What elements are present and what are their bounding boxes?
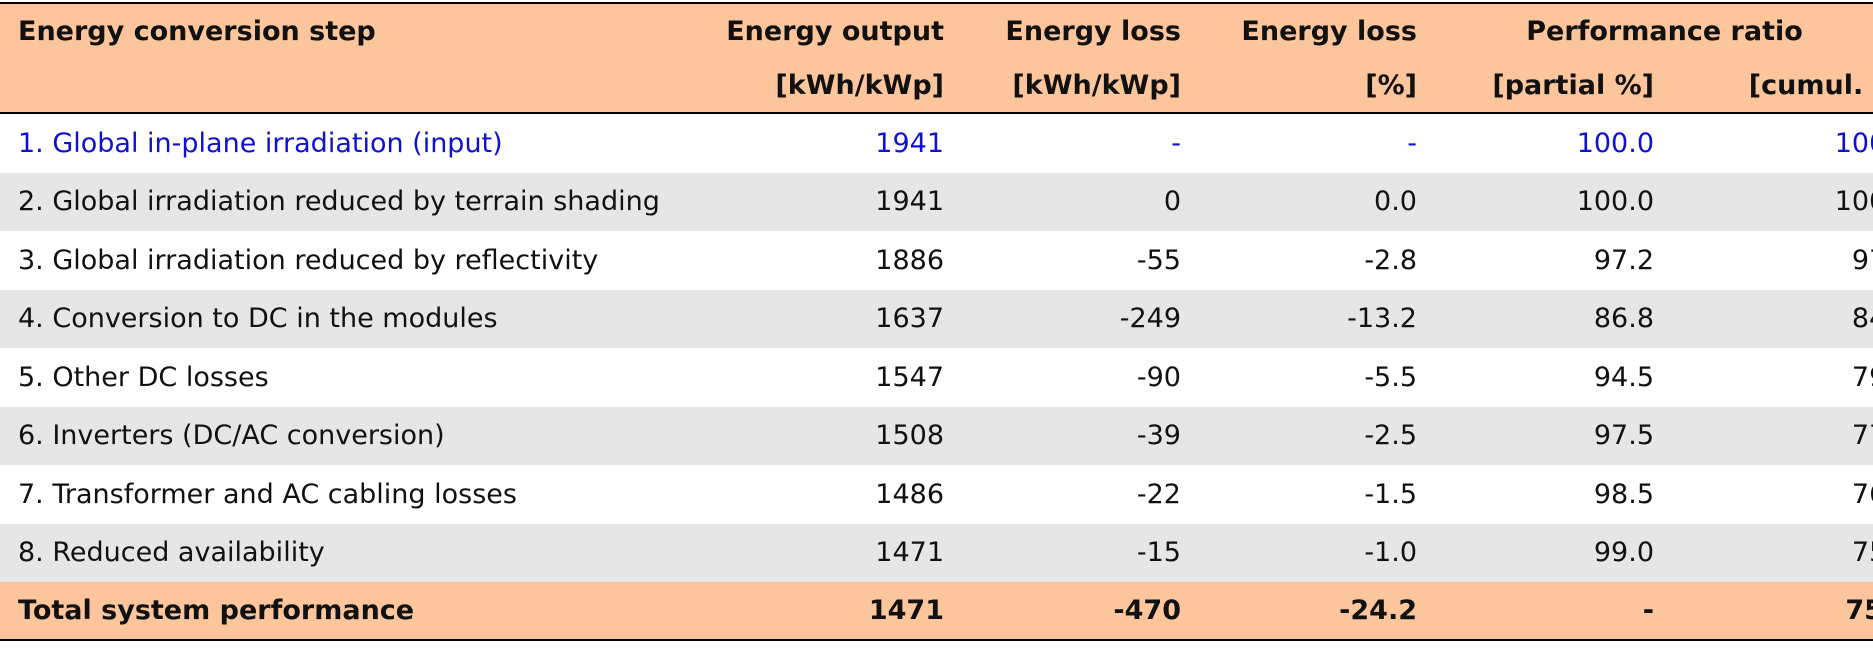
step-label: 5. Other DC losses bbox=[18, 361, 269, 393]
table-row: 4. Conversion to DC in the modules 1637 -2… bbox=[0, 289, 1873, 348]
units-row: [kWh/kWp] [kWh/kWp] [%] [partial %] [cum… bbox=[0, 58, 1873, 114]
value-cell: -1.5 bbox=[1364, 478, 1417, 510]
value-cell: 1886 bbox=[875, 244, 944, 276]
step-label: 7. Transformer and AC cabling losses bbox=[18, 478, 517, 510]
value-cell: -22 bbox=[1136, 478, 1181, 510]
value-cell: 100.0 bbox=[1417, 172, 1654, 231]
value-cell: - bbox=[1417, 582, 1654, 641]
header-title: Energy conversion step bbox=[0, 2, 700, 58]
header-unit: [kWh/kWp] bbox=[944, 58, 1181, 114]
value-cell: - bbox=[1171, 127, 1181, 159]
header-title: Performance ratio bbox=[1417, 2, 1873, 58]
header-title: Energy loss bbox=[1181, 2, 1417, 58]
table-row: 8. Reduced availability1471-15-1.099.075… bbox=[0, 523, 1873, 582]
value-cell: 100.0 bbox=[1576, 127, 1654, 159]
value-cell: 76.6 bbox=[1851, 478, 1873, 510]
value-cell: -5.5 bbox=[1364, 361, 1417, 393]
value-cell: -39 bbox=[944, 406, 1181, 465]
value-cell: 1941 bbox=[875, 127, 944, 159]
value-cell: 100.0 bbox=[1654, 172, 1873, 231]
header-unit: [partial %] bbox=[1417, 58, 1654, 114]
table-row: 1. Global in-plane irradiation (input) 19… bbox=[0, 113, 1873, 173]
step-label: 3. Global irradiation reduced by reflect… bbox=[18, 244, 599, 276]
value-cell: -249 bbox=[944, 289, 1181, 348]
value-cell: 75.8 bbox=[1654, 582, 1873, 641]
value-cell: -13.2 bbox=[1181, 289, 1417, 348]
value-cell: 0 bbox=[944, 172, 1181, 231]
table-row: 5. Other DC losses 1547 -90 -5.5 94.5 79.7 bbox=[0, 348, 1873, 407]
value-cell: -15 bbox=[944, 523, 1181, 582]
total-row: Total system performance1471-470-24.2-75… bbox=[0, 582, 1873, 641]
table-row: 3. Global irradiation reduced by reflect… bbox=[0, 231, 1873, 290]
step-label: 1. Global in-plane irradiation (input) bbox=[18, 127, 503, 159]
table-body: 1. Global in-plane irradiation (input) 19… bbox=[0, 113, 1873, 582]
value-cell: 1471 bbox=[700, 523, 944, 582]
header-unit: [%] bbox=[1181, 58, 1417, 114]
value-cell: 94.5 bbox=[1593, 361, 1654, 393]
value-cell: -24.2 bbox=[1181, 582, 1417, 641]
value-cell: 0.0 bbox=[1181, 172, 1417, 231]
value-cell: 1637 bbox=[700, 289, 944, 348]
value-cell: 98.5 bbox=[1593, 478, 1654, 510]
value-cell: 97.2 bbox=[1851, 244, 1873, 276]
table-row: 2. Global irradiation reduced by terrain… bbox=[0, 172, 1873, 231]
header-unit: [cumul. %] bbox=[1654, 58, 1873, 114]
value-cell: 75.8 bbox=[1654, 523, 1873, 582]
value-cell: 1471 bbox=[700, 582, 944, 641]
value-cell: 86.8 bbox=[1417, 289, 1654, 348]
value-cell: -470 bbox=[944, 582, 1181, 641]
value-cell: -55 bbox=[1136, 244, 1181, 276]
value-cell: -90 bbox=[1136, 361, 1181, 393]
value-cell: 1547 bbox=[875, 361, 944, 393]
header-unit: [kWh/kWp] bbox=[700, 58, 944, 114]
value-cell: 1508 bbox=[700, 406, 944, 465]
step-label: 6. Inverters (DC/AC conversion) bbox=[0, 406, 700, 465]
value-cell: - bbox=[1407, 127, 1417, 159]
value-cell: 77.7 bbox=[1654, 406, 1873, 465]
value-cell: -2.8 bbox=[1364, 244, 1417, 276]
value-cell: 1486 bbox=[875, 478, 944, 510]
value-cell: 84.3 bbox=[1654, 289, 1873, 348]
step-label: 4. Conversion to DC in the modules bbox=[0, 289, 700, 348]
table-row: 6. Inverters (DC/AC conversion) 1508 -39 -2… bbox=[0, 406, 1873, 465]
value-cell: 99.0 bbox=[1417, 523, 1654, 582]
header-blank bbox=[0, 58, 700, 114]
value-cell: 1941 bbox=[700, 172, 944, 231]
table-row: 7. Transformer and AC cabling losses 1486… bbox=[0, 465, 1873, 524]
value-cell: 100.0 bbox=[1834, 127, 1873, 159]
value-cell: 79.7 bbox=[1851, 361, 1873, 393]
value-cell: 97.5 bbox=[1417, 406, 1654, 465]
value-cell: -1.0 bbox=[1181, 523, 1417, 582]
header-title: Energy loss bbox=[944, 2, 1181, 58]
header-title: Energy output bbox=[700, 2, 944, 58]
step-label: 2. Global irradiation reduced by terrain… bbox=[0, 172, 700, 231]
value-cell: 97.2 bbox=[1593, 244, 1654, 276]
step-label: Total system performance bbox=[0, 582, 700, 641]
header-row: Energy conversion step Energy output Ene… bbox=[0, 2, 1873, 58]
value-cell: -2.5 bbox=[1181, 406, 1417, 465]
step-label: 8. Reduced availability bbox=[0, 523, 700, 582]
